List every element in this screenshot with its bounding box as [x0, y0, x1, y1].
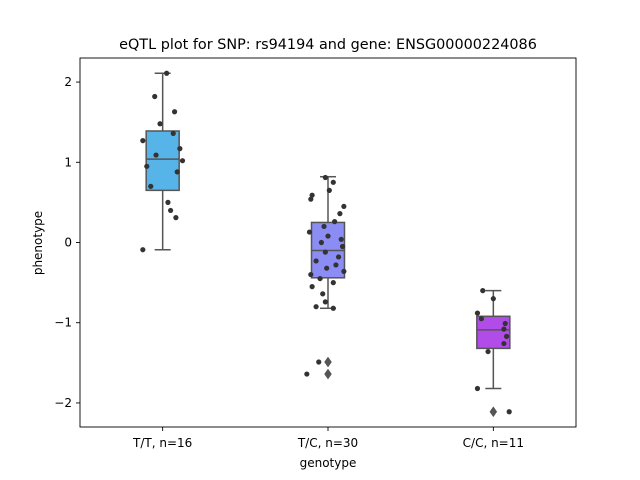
data-point — [317, 275, 323, 282]
data-point — [171, 109, 178, 115]
plot-area: 2 1 0 −1 −2 T/T, n=16 T/C, n=30 C/C, n=11 — [54, 70, 524, 450]
outlier-marker — [324, 368, 332, 380]
outlier-marker — [489, 406, 498, 418]
data-point — [501, 340, 507, 347]
box-iqr — [145, 130, 180, 192]
data-point — [480, 288, 486, 294]
data-point — [503, 333, 510, 339]
data-point — [309, 192, 315, 198]
y-tick-label: −1 — [54, 316, 72, 330]
outlier-marker — [324, 356, 332, 368]
data-point — [335, 254, 342, 260]
x-tick-label: C/C, n=11 — [463, 436, 524, 450]
data-point — [313, 258, 319, 264]
data-point — [332, 219, 338, 225]
data-point — [153, 152, 159, 158]
data-point — [474, 310, 481, 316]
y-axis-label: phenotype — [31, 211, 45, 275]
data-point — [330, 280, 336, 286]
data-point — [168, 207, 174, 214]
y-tick-label: 1 — [64, 155, 72, 169]
data-point — [148, 183, 154, 189]
y-tick-label: 0 — [64, 236, 72, 250]
data-point — [325, 233, 331, 239]
data-point — [309, 284, 315, 290]
data-point — [177, 146, 183, 152]
data-point — [308, 271, 314, 278]
data-point — [502, 320, 508, 327]
data-point — [341, 268, 347, 274]
data-point — [157, 121, 163, 127]
data-point — [144, 163, 150, 169]
data-point — [490, 296, 496, 302]
y-tick-label: 2 — [64, 75, 72, 89]
data-point — [322, 299, 328, 305]
data-point — [179, 158, 186, 164]
data-point — [324, 265, 330, 271]
data-point — [165, 199, 171, 205]
data-point — [322, 249, 328, 255]
data-point — [318, 239, 324, 246]
axes-frame — [79, 57, 577, 428]
data-point — [308, 196, 314, 202]
data-point — [341, 203, 347, 210]
data-point — [170, 130, 176, 137]
data-point — [316, 359, 322, 365]
data-point — [501, 326, 507, 332]
data-point — [306, 229, 313, 235]
data-point — [140, 138, 146, 144]
data-point — [322, 174, 328, 181]
x-tick-label: T/C, n=30 — [297, 436, 358, 450]
data-point — [333, 262, 339, 268]
data-point — [140, 247, 146, 253]
x-axis-label: genotype — [300, 456, 357, 470]
data-point — [330, 305, 336, 311]
x-tick-label: T/T, n=16 — [132, 436, 192, 450]
data-point — [321, 223, 327, 230]
data-point — [339, 243, 346, 250]
chart-title: eQTL plot for SNP: rs94194 and gene: ENS… — [119, 37, 537, 53]
data-point — [313, 304, 319, 310]
data-point — [174, 169, 180, 175]
data-point — [330, 179, 336, 185]
data-point — [506, 409, 512, 415]
data-point — [338, 236, 344, 242]
data-point — [320, 291, 326, 297]
y-tick-label: −2 — [54, 396, 72, 410]
data-point — [164, 70, 170, 76]
data-point — [304, 371, 310, 377]
data-point — [173, 215, 179, 221]
data-point — [478, 316, 485, 322]
data-point — [485, 348, 491, 355]
data-point — [337, 211, 343, 217]
data-point — [152, 93, 158, 100]
data-point — [474, 385, 481, 392]
data-point — [326, 187, 332, 193]
